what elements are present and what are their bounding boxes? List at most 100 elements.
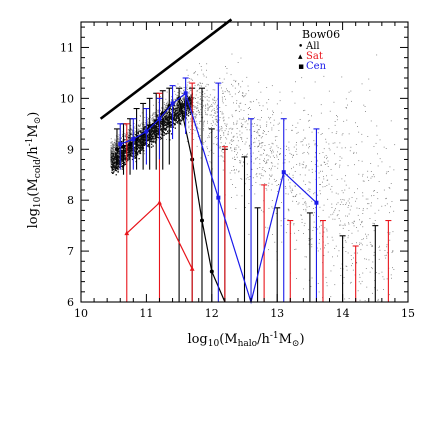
scatter-dot <box>121 157 124 159</box>
scatter-dot <box>319 153 321 154</box>
scatter-dot <box>141 135 143 137</box>
scatter-dot <box>233 169 235 171</box>
scatter-dot <box>209 133 211 134</box>
scatter-dot <box>319 190 321 192</box>
scatter-dot <box>161 107 163 109</box>
scatter-dot <box>115 162 117 164</box>
scatter-dot <box>127 151 129 154</box>
scatter-dot <box>360 283 362 285</box>
scatter-dot <box>193 72 195 74</box>
scatter-dot <box>327 160 329 162</box>
scatter-dot <box>356 227 357 228</box>
scatter-dot <box>345 107 347 108</box>
scatter-dot <box>181 93 183 94</box>
scatter-dot <box>346 119 348 121</box>
scatter-dot <box>348 198 350 200</box>
scatter-dot <box>200 103 202 105</box>
scatter-dot <box>270 117 272 119</box>
scatter-dot <box>124 159 126 161</box>
scatter-dot <box>355 122 356 124</box>
scatter-dot <box>337 255 338 257</box>
scatter-dot <box>171 99 172 101</box>
scatter-dot <box>158 125 160 127</box>
scatter-dot <box>114 142 116 143</box>
scatter-dot <box>313 214 314 216</box>
scatter-dot <box>130 150 132 152</box>
scatter-dot <box>111 159 113 161</box>
scatter-dot <box>271 152 273 154</box>
scatter-dot <box>241 119 243 120</box>
scatter-dot <box>150 132 152 134</box>
scatter-dot <box>122 155 124 157</box>
scatter-dot <box>112 162 114 164</box>
scatter-dot <box>190 101 192 103</box>
scatter-dot <box>114 167 116 169</box>
scatter-dot <box>173 108 175 110</box>
scatter-dot <box>384 250 386 251</box>
scatter-dot <box>170 109 173 111</box>
scatter-dot <box>272 151 274 153</box>
scatter-dot <box>186 107 188 109</box>
scatter-dot <box>331 203 333 205</box>
scatter-dot <box>180 104 182 106</box>
scatter-dot <box>385 257 387 259</box>
scatter-dot <box>185 103 188 105</box>
scatter-dot <box>221 130 223 132</box>
scatter-dot <box>111 171 113 173</box>
scatter-dot <box>259 163 261 165</box>
scatter-dot <box>391 201 393 202</box>
scatter-dot <box>159 120 162 122</box>
scatter-dot <box>163 126 165 128</box>
scatter-dot <box>179 120 181 122</box>
scatter-dot <box>127 159 129 161</box>
scatter-dot <box>111 161 114 163</box>
scatter-dot <box>179 108 181 110</box>
scatter-dot <box>123 139 125 141</box>
scatter-dot <box>253 100 254 102</box>
scatter-dot <box>177 104 179 106</box>
scatter-dot <box>141 124 143 126</box>
scatter-dot <box>250 101 252 103</box>
scatter-dot <box>169 113 171 116</box>
scatter-dot <box>134 154 136 156</box>
scatter-dot <box>203 75 205 77</box>
scatter-dot <box>183 109 184 111</box>
scatter-dot <box>245 141 247 143</box>
scatter-dot <box>125 148 127 150</box>
scatter-dot <box>243 161 244 163</box>
scatter-dot <box>112 148 114 150</box>
scatter-dot <box>289 185 291 187</box>
scatter-dot <box>268 249 269 251</box>
scatter-dot <box>268 144 270 145</box>
scatter-dot <box>189 78 191 79</box>
scatter-dot <box>186 141 188 143</box>
scatter-dot <box>110 149 112 150</box>
scatter-dot <box>110 146 112 148</box>
scatter-dot <box>138 138 141 140</box>
scatter-dot <box>112 162 115 165</box>
scatter-dot <box>295 248 297 250</box>
scatter-dot <box>122 159 124 162</box>
scatter-dot <box>348 205 350 206</box>
scatter-dot <box>389 233 391 235</box>
scatter-dot <box>241 138 243 140</box>
scatter-dot <box>266 162 268 164</box>
scatter-dot <box>110 156 112 158</box>
scatter-dot <box>124 139 126 141</box>
scatter-dot <box>343 247 345 248</box>
scatter-dot <box>349 202 350 204</box>
scatter-dot <box>377 300 379 301</box>
scatter-dot <box>354 192 355 194</box>
scatter-dot <box>334 142 336 144</box>
scatter-dot <box>177 100 180 103</box>
scatter-dot <box>239 134 241 136</box>
scatter-dot <box>154 113 156 115</box>
scatter-dot <box>361 221 363 223</box>
scatter-cloud <box>110 53 396 302</box>
scatter-dot <box>339 233 341 235</box>
scatter-dot <box>190 100 193 102</box>
scatter-dot <box>272 155 274 157</box>
scatter-dot <box>394 144 396 146</box>
scatter-dot <box>176 112 179 114</box>
scatter-dot <box>186 100 188 102</box>
